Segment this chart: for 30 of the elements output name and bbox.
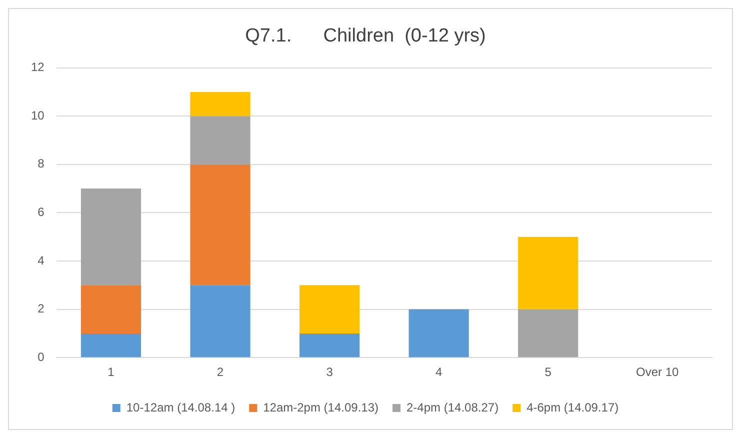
bar bbox=[299, 333, 360, 358]
legend-label: 4-6pm (14.09.17) bbox=[526, 400, 619, 414]
chart-title: Q7.1. Children (0-12 yrs) bbox=[245, 26, 486, 47]
x-tick-label: 3 bbox=[326, 365, 334, 380]
bar bbox=[190, 92, 250, 116]
x-tick-label: 5 bbox=[544, 365, 552, 380]
bar bbox=[299, 285, 360, 334]
bar bbox=[80, 285, 142, 334]
y-tick-label: 2 bbox=[38, 302, 45, 316]
bar bbox=[408, 309, 469, 358]
y-tick-label: 8 bbox=[38, 156, 45, 171]
y-tick-label: 10 bbox=[30, 108, 45, 122]
bar bbox=[80, 333, 142, 358]
legend-label: 12am-2pm (14.09.13) bbox=[263, 400, 379, 414]
legend-label: 2-4pm (14.08.27) bbox=[406, 400, 499, 414]
y-tick-label: 0 bbox=[38, 350, 45, 364]
bar bbox=[518, 309, 578, 358]
x-tick-label: 4 bbox=[435, 365, 442, 380]
y-tick-label: 6 bbox=[38, 205, 45, 220]
x-tick-label: 1 bbox=[108, 365, 115, 380]
bar bbox=[190, 285, 250, 358]
bar bbox=[518, 236, 578, 310]
x-tick-label: Over 10 bbox=[636, 365, 680, 380]
bar bbox=[190, 164, 250, 286]
y-tick-label: 4 bbox=[38, 253, 45, 268]
legend-label: 10-12am (14.08.14 ) bbox=[126, 400, 236, 414]
bar bbox=[190, 116, 250, 164]
y-tick-label: 12 bbox=[30, 60, 45, 74]
bar bbox=[80, 188, 142, 286]
x-tick-label: 2 bbox=[216, 365, 224, 380]
